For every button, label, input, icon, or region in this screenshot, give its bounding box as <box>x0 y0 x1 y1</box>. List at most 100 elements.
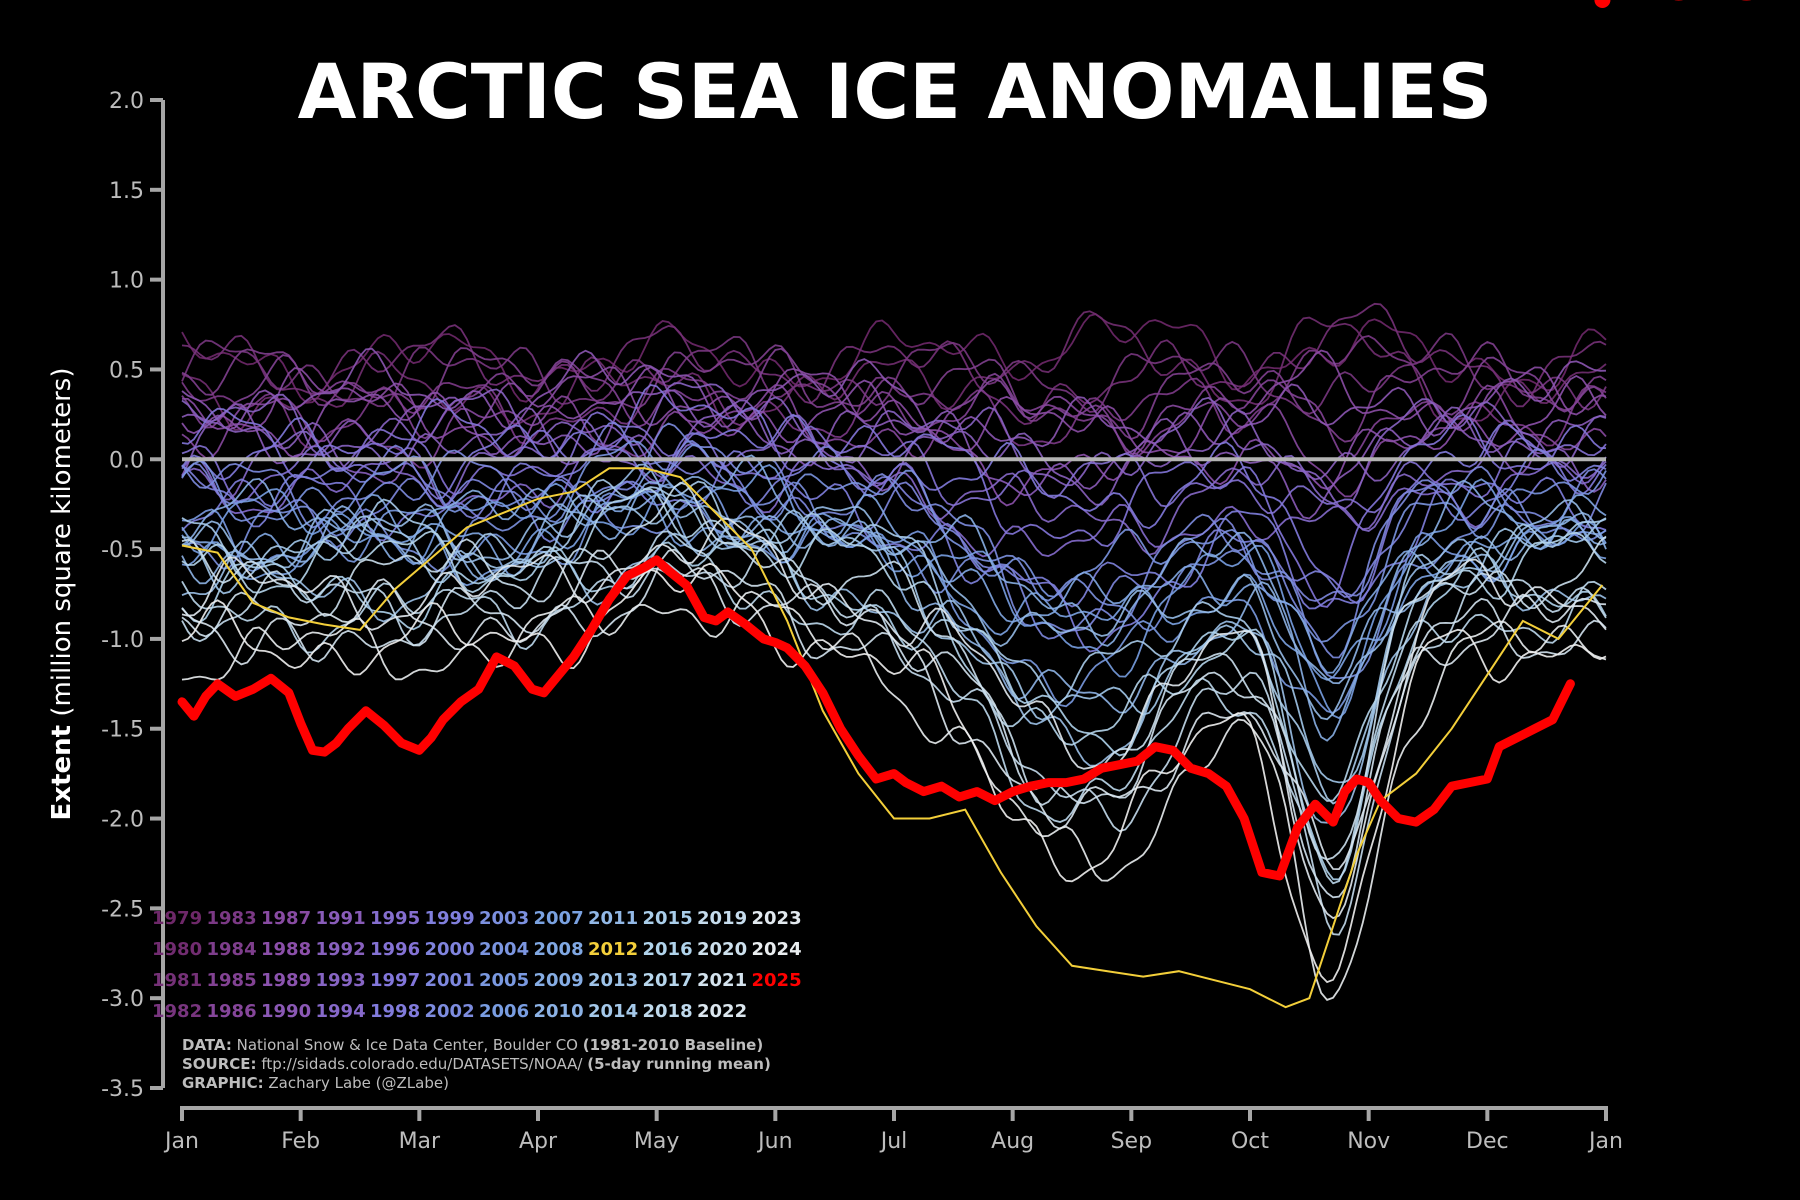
y-tick-label: -3.0 <box>101 987 144 1012</box>
legend-year-2000: 2000 <box>425 939 475 960</box>
year-line-1987 <box>182 349 1607 454</box>
year-line-1998 <box>181 450 1607 653</box>
legend-year-2003: 2003 <box>479 908 529 929</box>
year-line-2000 <box>181 440 1607 640</box>
legend-year-1994: 1994 <box>316 1001 366 1022</box>
legend-year-1996: 1996 <box>370 939 420 960</box>
y-tick-label: -0.5 <box>101 538 144 563</box>
line-2012 <box>181 467 1604 1009</box>
legend-year-1984: 1984 <box>207 939 257 960</box>
legend-year-1999: 1999 <box>425 908 475 929</box>
legend-year-2012: 2012 <box>588 939 638 960</box>
x-tick-label: Feb <box>281 1129 320 1154</box>
x-tick-label: May <box>634 1129 679 1154</box>
legend-year-1987: 1987 <box>261 908 311 929</box>
legend-year-2010: 2010 <box>534 1001 584 1022</box>
legend-year-1983: 1983 <box>207 908 257 929</box>
legend-year-2009: 2009 <box>534 970 584 991</box>
x-tick-label: Apr <box>519 1129 558 1154</box>
year-line-1995 <box>181 411 1607 515</box>
x-tick-label: Jan <box>1587 1129 1623 1154</box>
legend-year-2017: 2017 <box>643 970 693 991</box>
legend-year-1997: 1997 <box>370 970 420 991</box>
chart-title: ARCTIC SEA ICE ANOMALIES <box>298 47 1493 136</box>
legend-year-2002: 2002 <box>425 1001 475 1022</box>
line-2025-end-label: 2025 <box>1626 0 1765 12</box>
year-line-2007 <box>181 469 1607 674</box>
year-line-2018 <box>181 541 1607 936</box>
year-line-1982 <box>181 332 1607 415</box>
legend-year-2013: 2013 <box>588 970 638 991</box>
x-tick-label: Jul <box>879 1129 908 1154</box>
legend-year-2023: 2023 <box>752 908 802 929</box>
year-line-1986 <box>181 378 1607 498</box>
legend-year-1988: 1988 <box>261 939 311 960</box>
year-line-1989 <box>181 347 1607 448</box>
year-line-2015 <box>181 528 1607 881</box>
legend-year-2025: 2025 <box>752 970 802 991</box>
legend-year-1985: 1985 <box>207 970 257 991</box>
legend-year-2008: 2008 <box>534 939 584 960</box>
year-line-2011 <box>181 520 1607 824</box>
y-axis-label: Extent (million square kilometers) <box>47 368 77 821</box>
legend-year-1986: 1986 <box>207 1001 257 1022</box>
legend-year-2005: 2005 <box>479 970 529 991</box>
year-line-2022 <box>181 517 1607 920</box>
x-tick-label: Jun <box>756 1129 792 1154</box>
year-line-2016 <box>181 488 1607 802</box>
legend-year-2007: 2007 <box>534 908 584 929</box>
year-line-2024 <box>181 562 1607 984</box>
legend-year-1992: 1992 <box>316 939 366 960</box>
year-line-2009 <box>181 493 1607 714</box>
legend-year-1991: 1991 <box>316 908 366 929</box>
y-tick-label: -2.0 <box>101 808 144 833</box>
legend-year-1993: 1993 <box>316 970 366 991</box>
x-tick-label: Nov <box>1347 1129 1390 1154</box>
year-line-2014 <box>181 478 1607 805</box>
credit-data: DATA: National Snow & Ice Data Center, B… <box>182 1036 763 1054</box>
year-line-1999 <box>181 421 1607 608</box>
y-tick-label: -2.5 <box>101 897 144 922</box>
legend-year-2016: 2016 <box>643 939 693 960</box>
legend-year-1979: 1979 <box>152 908 202 929</box>
year-line-1996 <box>181 384 1607 608</box>
legend-year-1981: 1981 <box>152 970 202 991</box>
year-line-1980 <box>181 310 1607 432</box>
year-line-2001 <box>181 422 1607 659</box>
x-tick-label: Oct <box>1231 1129 1269 1154</box>
legend-year-2019: 2019 <box>697 908 747 929</box>
legend-year-2022: 2022 <box>697 1001 747 1022</box>
y-ticks: 2.0 1.5 1.0 0.5 0.0 -0.5 -1.0 -1.5 -2.0 -2.5 -3.0 -… <box>101 89 163 1102</box>
y-tick-label: 1.5 <box>109 179 144 204</box>
legend-year-2018: 2018 <box>643 1001 693 1022</box>
legend-year-1995: 1995 <box>370 908 420 929</box>
y-tick-label: -1.5 <box>101 718 144 743</box>
credits: DATA: National Snow & Ice Data Center, B… <box>182 1036 771 1092</box>
line-2025-end-dot <box>1594 0 1611 8</box>
background-year-lines <box>181 302 1607 1001</box>
y-tick-label: 0.0 <box>109 448 144 473</box>
legend-year-1998: 1998 <box>370 1001 420 1022</box>
legend-year-2004: 2004 <box>479 939 529 960</box>
year-line-2019 <box>181 481 1607 861</box>
y-tick-label: -1.0 <box>101 628 144 653</box>
y-axis-label-bold: Extent <box>47 725 77 821</box>
legend-year-2024: 2024 <box>752 939 802 960</box>
y-tick-label: -3.5 <box>101 1077 144 1102</box>
year-legend: 1979 1983 1987 1991 1995 1999 2003 2007 2011 2015… <box>152 908 802 1022</box>
legend-year-2021: 2021 <box>697 970 747 991</box>
credit-graphic: GRAPHIC: Zachary Labe (@ZLabe) <box>182 1074 449 1092</box>
year-line-1983 <box>181 335 1607 449</box>
year-line-1979 <box>181 313 1607 404</box>
legend-year-2020: 2020 <box>697 939 747 960</box>
credit-source: SOURCE: ftp://sidads.colorado.edu/DATASE… <box>182 1055 771 1073</box>
y-axis-label-rest: (million square kilometers) <box>47 368 77 725</box>
year-line-1990 <box>181 389 1607 520</box>
y-tick-label: 0.5 <box>109 358 144 383</box>
legend-year-1980: 1980 <box>152 939 202 960</box>
year-line-2013 <box>181 494 1607 784</box>
x-tick-label: Aug <box>991 1129 1034 1154</box>
year-line-2023 <box>181 590 1607 1001</box>
x-tick-label: Sep <box>1111 1129 1152 1154</box>
